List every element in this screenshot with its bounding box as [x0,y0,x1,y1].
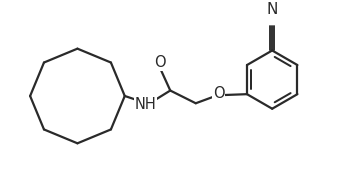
Text: O: O [154,55,166,70]
Text: NH: NH [135,97,157,112]
Text: N: N [266,2,278,17]
Text: O: O [213,86,224,101]
